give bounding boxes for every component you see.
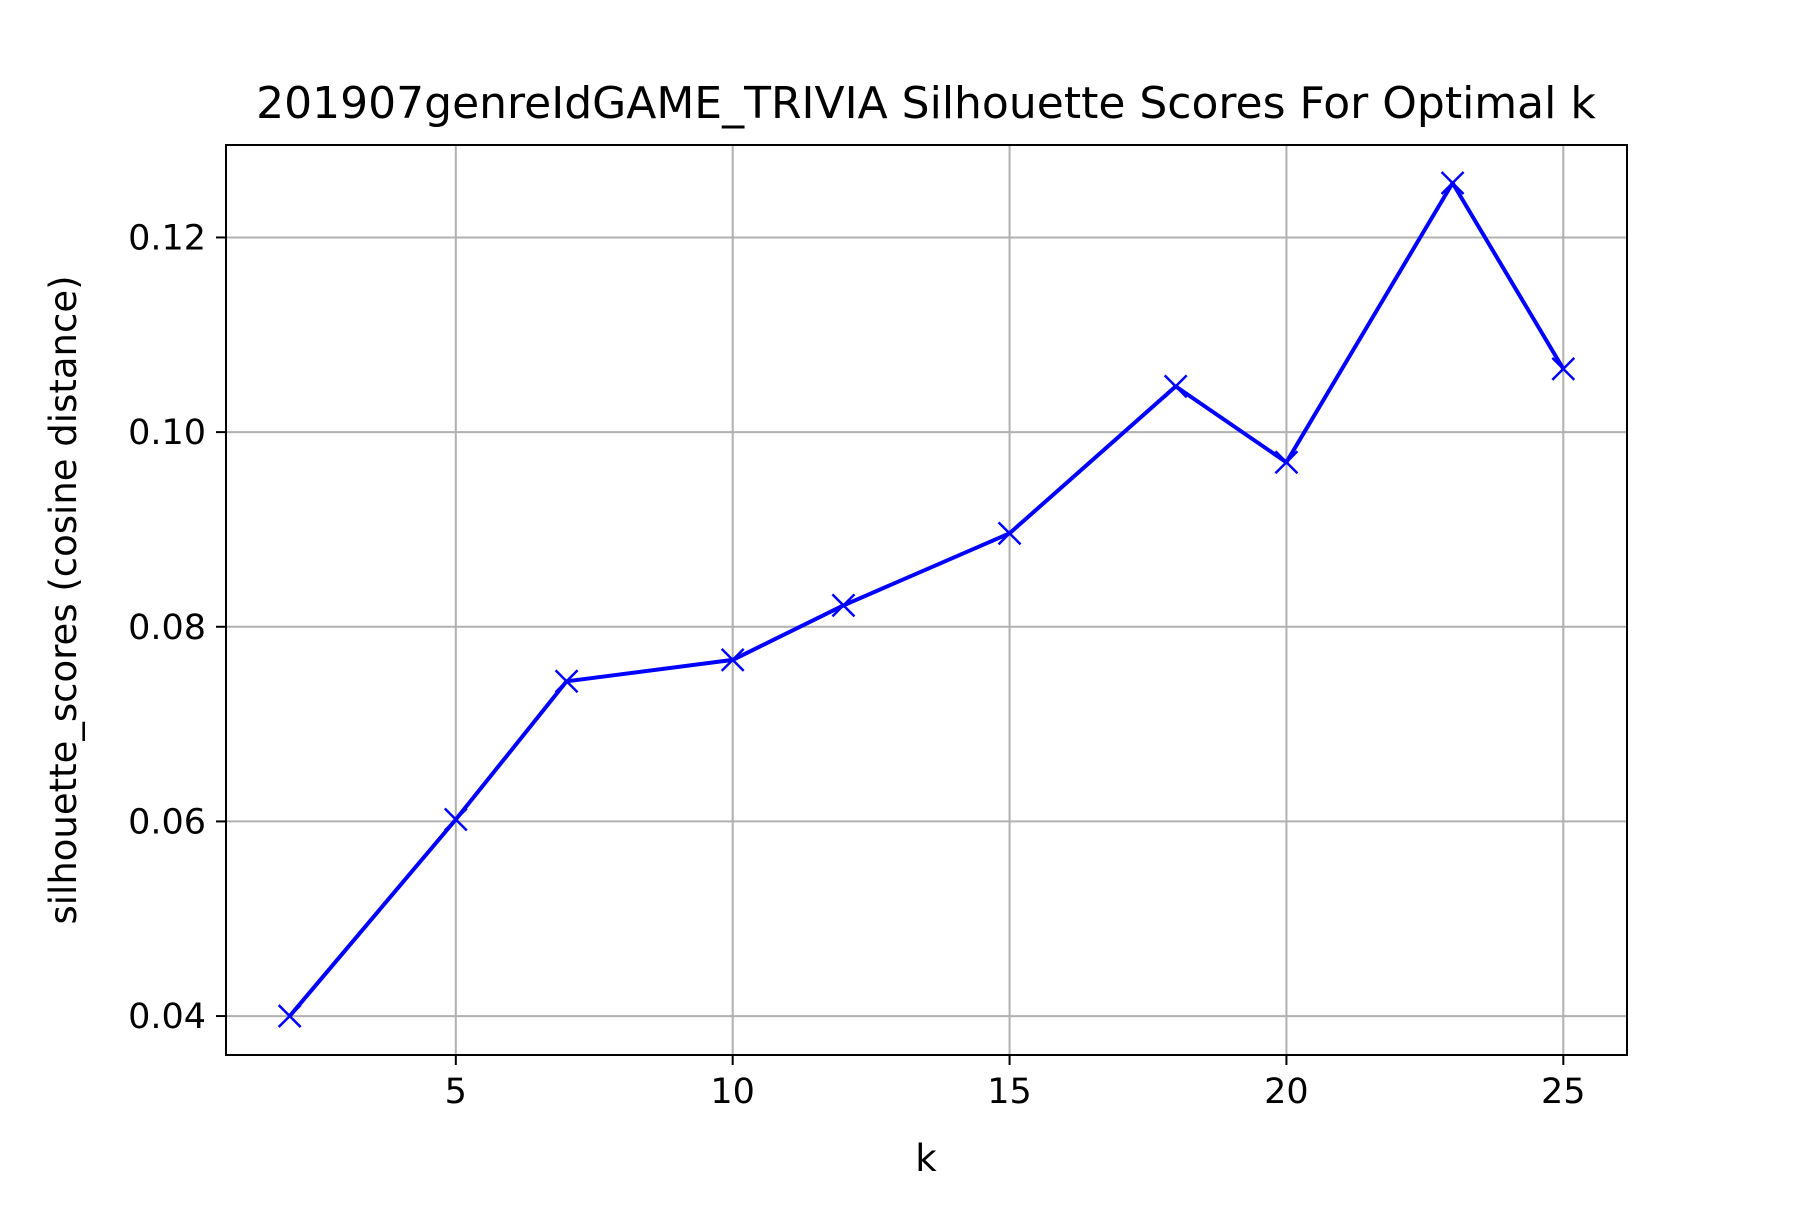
series-line bbox=[288, 181, 1566, 1018]
chart-title: 201907genreIdGAME_TRIVIA Silhouette Scor… bbox=[256, 78, 1596, 129]
data-point-marker bbox=[1274, 450, 1299, 475]
x-tick-label: 5 bbox=[445, 1072, 467, 1112]
data-point-marker bbox=[1551, 356, 1576, 381]
data-point-marker bbox=[554, 669, 579, 694]
x-tick-label: 10 bbox=[710, 1072, 755, 1112]
x-axis-label: k bbox=[915, 1137, 937, 1180]
x-tick-label: 15 bbox=[987, 1072, 1032, 1112]
y-tick-label: 0.10 bbox=[128, 413, 206, 453]
data-point-marker bbox=[1440, 171, 1465, 195]
data-point-marker bbox=[1163, 374, 1188, 399]
y-tick-label: 0.04 bbox=[128, 997, 206, 1037]
data-point-marker bbox=[277, 1004, 302, 1028]
data-point-marker bbox=[997, 521, 1022, 546]
y-tick-label: 0.08 bbox=[128, 608, 206, 648]
series-layer bbox=[277, 171, 1576, 1028]
data-point-marker bbox=[443, 807, 468, 832]
y-axis-label: silhouette_scores (cosine distance) bbox=[42, 275, 85, 924]
data-point-marker bbox=[831, 593, 856, 618]
ticks: 5 10 15 20 25 0.04 0.06 0.08 0.10 0.12 bbox=[128, 218, 1586, 1112]
y-tick-label: 0.06 bbox=[128, 802, 206, 842]
x-tick-label: 25 bbox=[1541, 1072, 1586, 1112]
x-tick-label: 20 bbox=[1264, 1072, 1309, 1112]
plot-frame bbox=[225, 144, 1628, 1056]
data-point-marker bbox=[720, 647, 745, 672]
y-tick-label: 0.12 bbox=[128, 218, 206, 258]
